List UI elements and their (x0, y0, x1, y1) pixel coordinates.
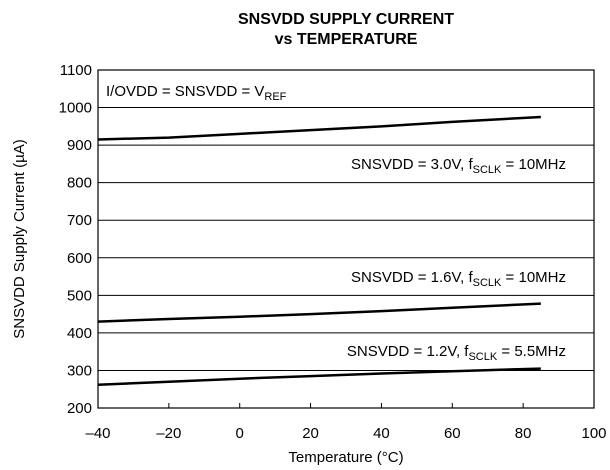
x-tick-label: 60 (444, 425, 461, 442)
annotation: I/OVDD = SNSVDD = VREF (106, 83, 287, 103)
annotation-text: SNSVDD = 1.2V, f (347, 343, 469, 360)
annotation-subscript: REF (264, 91, 286, 103)
y-tick-label: 700 (67, 212, 92, 229)
annotation-text: SNSVDD = 1.6V, f (351, 269, 473, 286)
y-tick-label: 1100 (60, 62, 92, 79)
x-tick-label: –40 (85, 425, 110, 442)
y-tick-label: 200 (67, 400, 92, 417)
x-tick-label: 40 (373, 425, 390, 442)
y-axis-label: SNSVDD Supply Current (µA) (11, 139, 28, 339)
x-tick-label: 0 (236, 425, 244, 442)
annotation: SNSVDD = 1.2V, fSCLK = 5.5MHz (347, 343, 566, 363)
y-tick-label: 900 (67, 137, 92, 154)
annotation-subscript: SCLK (468, 351, 497, 363)
y-tick-label: 800 (67, 175, 92, 192)
x-tick-label: –20 (156, 425, 181, 442)
series-line (97, 367, 541, 386)
x-tick-label: 20 (302, 425, 319, 442)
chart-title: SNSVDD SUPPLY CURRENT (238, 11, 454, 28)
y-tick-label: 500 (67, 287, 92, 304)
chart-title: vs TEMPERATURE (275, 31, 418, 48)
annotation-text: I/OVDD = SNSVDD = V (106, 83, 264, 100)
y-tick-label: 1000 (59, 100, 92, 117)
annotation-text: = 10MHz (501, 269, 566, 286)
plot-frame (97, 69, 595, 409)
y-tick-label: 600 (67, 250, 92, 267)
x-tick-label: 100 (581, 425, 606, 442)
series-line (97, 302, 541, 323)
x-axis-label: Temperature (°C) (288, 449, 403, 466)
annotation-text: = 10MHz (501, 156, 566, 173)
annotation-subscript: SCLK (473, 164, 502, 176)
annotation: SNSVDD = 1.6V, fSCLK = 10MHz (351, 269, 566, 289)
annotation: SNSVDD = 3.0V, fSCLK = 10MHz (351, 156, 566, 176)
series-line (97, 115, 541, 141)
y-tick-label: 300 (67, 362, 92, 379)
y-tick-label: 400 (67, 325, 92, 342)
annotation-text: SNSVDD = 3.0V, f (351, 156, 473, 173)
annotation-subscript: SCLK (473, 277, 502, 289)
x-tick-label: 80 (515, 425, 532, 442)
annotation-text: = 5.5MHz (497, 343, 566, 360)
